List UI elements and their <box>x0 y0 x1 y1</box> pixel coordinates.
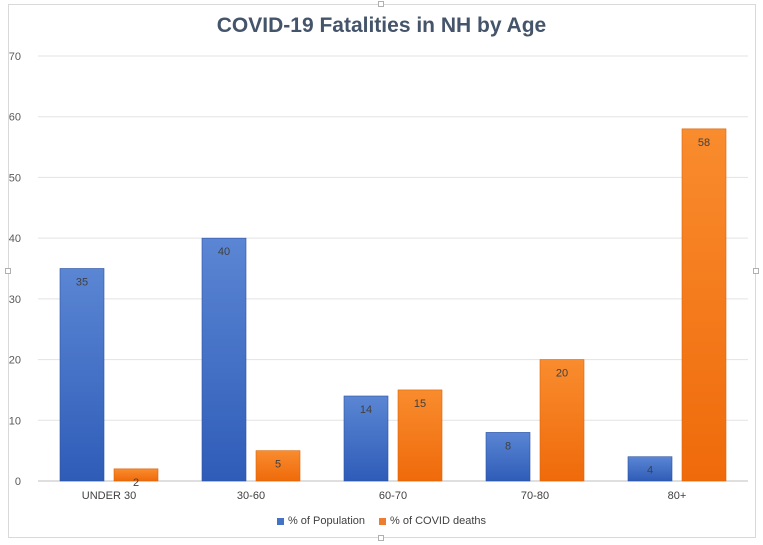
data-label-population-3: 8 <box>505 440 511 452</box>
bar-deaths-4[interactable] <box>681 128 727 482</box>
y-tick-label: 70 <box>9 51 21 63</box>
x-tick-label: 60-70 <box>379 490 407 502</box>
bar-population-3[interactable] <box>485 432 531 482</box>
y-tick-label: 40 <box>9 233 21 245</box>
bar-deaths-1[interactable] <box>255 450 301 482</box>
y-tick-label: 0 <box>15 476 21 488</box>
x-tick-label: 80+ <box>668 490 687 502</box>
y-tick-label: 30 <box>9 294 21 306</box>
x-tick-label: UNDER 30 <box>82 490 136 502</box>
data-label-deaths-4: 58 <box>698 137 710 149</box>
data-label-population-0: 35 <box>76 277 88 289</box>
x-tick-label: 30-60 <box>237 490 265 502</box>
resize-handle-bottom[interactable] <box>378 535 384 541</box>
legend: % of Population % of COVID deaths <box>0 515 763 527</box>
data-label-population-2: 14 <box>360 404 372 416</box>
bar-population-4[interactable] <box>627 456 673 482</box>
bar-deaths-0[interactable] <box>113 468 159 482</box>
bar-deaths-2[interactable] <box>397 389 443 482</box>
resize-handle-right[interactable] <box>753 268 759 274</box>
legend-swatch-population <box>276 517 284 525</box>
legend-label-deaths: % of COVID deaths <box>390 515 487 527</box>
data-label-deaths-2: 15 <box>414 398 426 410</box>
data-label-population-1: 40 <box>218 246 230 258</box>
legend-item-deaths: % of COVID deaths <box>379 515 486 527</box>
y-tick-label: 50 <box>9 172 21 184</box>
legend-label-population: % of Population <box>287 515 366 527</box>
data-label-deaths-0: 2 <box>133 477 139 489</box>
bar-population-0[interactable] <box>59 268 105 482</box>
data-label-deaths-3: 20 <box>556 368 568 380</box>
bar-deaths-3[interactable] <box>539 359 585 482</box>
legend-item-population: % of Population <box>276 515 366 527</box>
bar-population-1[interactable] <box>201 237 247 482</box>
x-tick-label: 70-80 <box>521 490 549 502</box>
legend-swatch-deaths <box>379 517 387 525</box>
data-label-population-4: 4 <box>647 465 653 477</box>
chart-title: COVID-19 Fatalities in NH by Age <box>216 14 547 37</box>
y-tick-label: 20 <box>9 355 21 367</box>
y-tick-label: 60 <box>9 112 21 124</box>
resize-handle-top[interactable] <box>378 1 384 7</box>
resize-handle-left[interactable] <box>5 268 11 274</box>
y-tick-label: 10 <box>9 415 21 427</box>
bar-population-2[interactable] <box>343 395 389 482</box>
data-label-deaths-1: 5 <box>275 459 281 471</box>
